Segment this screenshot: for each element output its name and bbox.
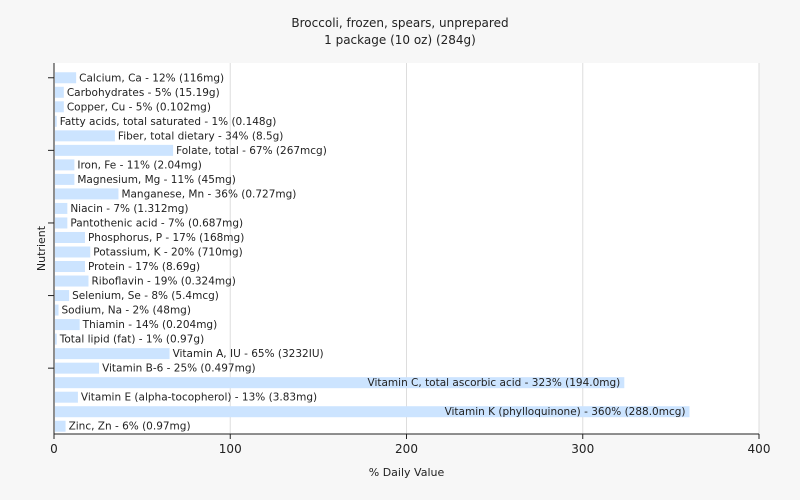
bar-label: Magnesium, Mg - 11% (45mg) <box>77 174 236 186</box>
bar-label: Vitamin B-6 - 25% (0.497mg) <box>102 363 256 375</box>
x-axis-title: % Daily Value <box>369 466 445 479</box>
bar <box>55 72 77 84</box>
bar <box>55 377 625 389</box>
bar-label: Phosphorus, P - 17% (168mg) <box>88 232 244 244</box>
bar <box>55 144 174 156</box>
bar-label: Iron, Fe - 11% (2.04mg) <box>77 159 201 171</box>
x-tick-label: 200 <box>395 442 418 456</box>
bar <box>55 101 64 113</box>
chart-subtitle: 1 package (10 oz) (284g) <box>324 33 476 47</box>
bar <box>55 290 70 302</box>
bar <box>55 420 66 432</box>
bar <box>55 406 690 418</box>
bar <box>55 261 85 273</box>
bar-label: Riboflavin - 19% (0.324mg) <box>91 276 235 288</box>
bar-label: Vitamin C, total ascorbic acid - 323% (1… <box>368 377 621 389</box>
bar-label: Vitamin K (phylloquinone) - 360% (288.0m… <box>445 406 686 418</box>
bar-label: Calcium, Ca - 12% (116mg) <box>79 72 224 84</box>
bar <box>55 348 170 360</box>
bar <box>55 217 68 229</box>
bar-label: Protein - 17% (8.69g) <box>88 261 200 273</box>
x-tick-label: 100 <box>219 442 242 456</box>
bar-label: Vitamin A, IU - 65% (3232IU) <box>173 348 324 360</box>
bar <box>55 362 100 374</box>
bar-label: Thiamin - 14% (0.204mg) <box>82 319 218 331</box>
bar <box>55 333 57 345</box>
bar <box>55 202 68 214</box>
bar <box>55 319 80 331</box>
bar <box>55 115 57 127</box>
bar-label: Copper, Cu - 5% (0.102mg) <box>67 101 211 113</box>
bar <box>55 159 75 171</box>
bar <box>55 188 119 200</box>
x-tick-label: 300 <box>571 442 594 456</box>
bar-label: Manganese, Mn - 36% (0.727mg) <box>121 188 296 200</box>
bar <box>55 130 115 142</box>
bar-label: Zinc, Zn - 6% (0.97mg) <box>69 421 191 433</box>
bar-label: Folate, total - 67% (267mcg) <box>176 145 327 157</box>
x-tick-label: 400 <box>748 442 771 456</box>
x-tick-label: 0 <box>50 442 58 456</box>
bar <box>55 86 64 98</box>
bar-label: Total lipid (fat) - 1% (0.97g) <box>59 334 204 346</box>
bar <box>55 304 59 316</box>
chart-title: Broccoli, frozen, spears, unprepared <box>291 16 509 30</box>
bar <box>55 173 75 185</box>
bar <box>55 275 89 287</box>
bar-label: Pantothenic acid - 7% (0.687mg) <box>70 217 243 229</box>
bar <box>55 391 78 403</box>
bar-label: Niacin - 7% (1.312mg) <box>70 203 188 215</box>
bar-label: Fiber, total dietary - 34% (8.5g) <box>118 130 283 142</box>
bar-label: Selenium, Se - 8% (5.4mcg) <box>72 290 219 302</box>
bar-label: Vitamin E (alpha-tocopherol) - 13% (3.83… <box>81 392 317 404</box>
bar <box>55 231 85 243</box>
y-axis-title: Nutrient <box>35 225 48 271</box>
bar-label: Sodium, Na - 2% (48mg) <box>62 305 191 317</box>
bar-label: Potassium, K - 20% (710mg) <box>93 247 243 259</box>
bar <box>55 246 91 258</box>
bar-label: Carbohydrates - 5% (15.19g) <box>67 87 220 99</box>
bar-label: Fatty acids, total saturated - 1% (0.148… <box>60 116 277 128</box>
